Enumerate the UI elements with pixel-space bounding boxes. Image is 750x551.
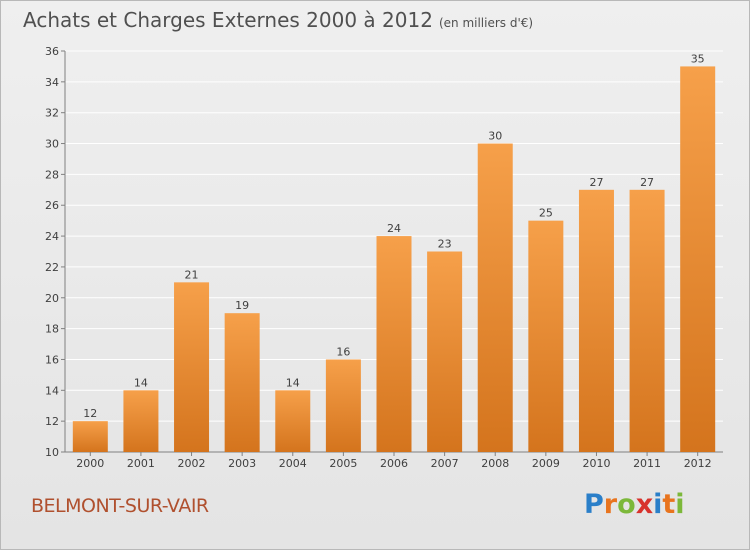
x-tick-label: 2005 bbox=[329, 457, 357, 470]
data-label: 23 bbox=[438, 238, 452, 251]
bar bbox=[528, 220, 564, 452]
y-tick-label: 34 bbox=[45, 76, 59, 89]
data-label: 16 bbox=[336, 345, 350, 358]
x-tick-label: 2003 bbox=[228, 457, 256, 470]
bar bbox=[123, 390, 159, 452]
logo-letter: t bbox=[662, 489, 676, 520]
data-label: 27 bbox=[640, 176, 654, 189]
chart-title: Achats et Charges Externes 2000 à 2012 bbox=[23, 8, 433, 32]
y-tick-label: 32 bbox=[45, 107, 59, 120]
bar bbox=[275, 390, 311, 452]
data-label: 35 bbox=[691, 52, 705, 65]
data-label: 19 bbox=[235, 299, 249, 312]
y-tick-label: 10 bbox=[45, 446, 59, 459]
logo-letter: i bbox=[675, 489, 685, 520]
x-tick-label: 2004 bbox=[279, 457, 307, 470]
x-tick-label: 2012 bbox=[684, 457, 712, 470]
bar bbox=[427, 251, 463, 452]
y-tick-label: 24 bbox=[45, 230, 59, 243]
logo-letter: i bbox=[653, 489, 663, 520]
bar bbox=[174, 282, 210, 452]
y-tick-label: 16 bbox=[45, 353, 59, 366]
x-tick-label: 2006 bbox=[380, 457, 408, 470]
y-tick-label: 28 bbox=[45, 168, 59, 181]
x-tick-label: 2001 bbox=[127, 457, 155, 470]
y-tick-label: 20 bbox=[45, 292, 59, 305]
data-label: 14 bbox=[286, 376, 300, 389]
y-tick-label: 12 bbox=[45, 415, 59, 428]
x-tick-label: 2011 bbox=[633, 457, 661, 470]
bar bbox=[629, 189, 665, 453]
logo-letter: x bbox=[635, 489, 654, 520]
y-tick-label: 22 bbox=[45, 261, 59, 274]
chart-subtitle: (en milliers d'€) bbox=[438, 16, 534, 30]
data-label: 25 bbox=[539, 207, 553, 220]
data-label: 30 bbox=[488, 130, 502, 143]
commune-name: BELMONT-SUR-VAIR bbox=[31, 495, 209, 517]
proxiti-logo: Proxiti bbox=[584, 489, 685, 520]
bar bbox=[325, 359, 361, 452]
x-tick-label: 2008 bbox=[481, 457, 509, 470]
x-tick-label: 2002 bbox=[178, 457, 206, 470]
data-label: 12 bbox=[83, 407, 97, 420]
x-tick-label: 2010 bbox=[582, 457, 610, 470]
y-tick-label: 14 bbox=[45, 384, 59, 397]
logo-letter: P bbox=[584, 489, 604, 520]
bar bbox=[72, 421, 108, 452]
x-tick-label: 2009 bbox=[532, 457, 560, 470]
bar bbox=[680, 66, 716, 452]
data-label: 27 bbox=[589, 176, 603, 189]
logo-letter: r bbox=[603, 489, 618, 520]
y-tick-label: 18 bbox=[45, 323, 59, 336]
y-tick-label: 30 bbox=[45, 138, 59, 151]
x-tick-label: 2007 bbox=[431, 457, 459, 470]
bar bbox=[578, 189, 614, 453]
y-tick-label: 26 bbox=[45, 199, 59, 212]
bar bbox=[477, 143, 513, 453]
x-tick-label: 2000 bbox=[76, 457, 104, 470]
logo-letter: o bbox=[617, 489, 636, 520]
chart-title-row: Achats et Charges Externes 2000 à 2012 (e… bbox=[23, 8, 533, 32]
bar bbox=[376, 236, 412, 452]
bar bbox=[224, 313, 260, 452]
data-label: 21 bbox=[185, 268, 199, 281]
data-label: 24 bbox=[387, 222, 401, 235]
data-label: 14 bbox=[134, 376, 148, 389]
y-tick-label: 36 bbox=[45, 45, 59, 58]
